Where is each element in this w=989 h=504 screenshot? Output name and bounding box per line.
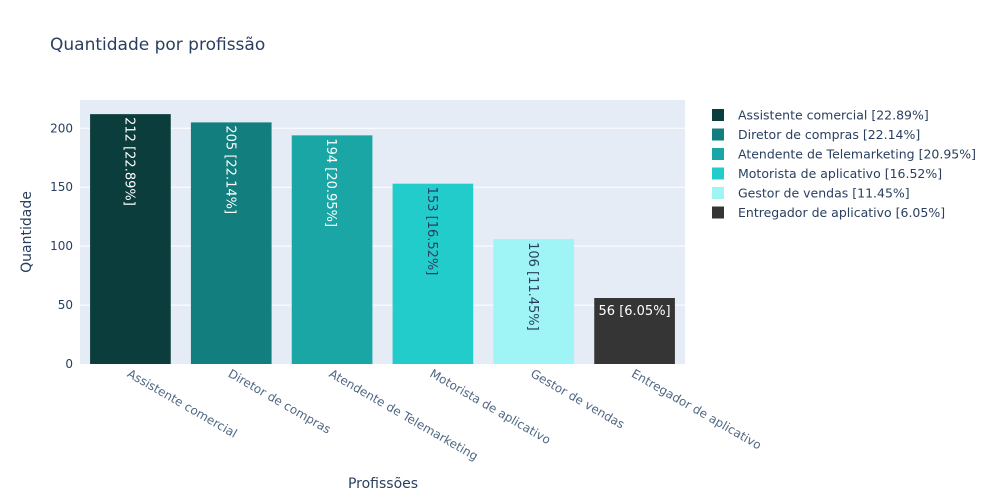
x-tick-label: Gestor de vendas xyxy=(528,366,627,431)
legend-label: Atendente de Telemarketing [20.95%] xyxy=(738,147,976,162)
legend-label: Entregador de aplicativo [6.05%] xyxy=(738,205,945,220)
legend-item-1[interactable]: Assistente comercial [22.89%] xyxy=(712,108,929,123)
bar-label-2: 205 [22.14%] xyxy=(222,125,237,214)
y-tick-label: 200 xyxy=(50,121,73,135)
legend-item-4[interactable]: Motorista de aplicativo [16.52%] xyxy=(712,166,942,181)
y-tick-label: 150 xyxy=(50,180,73,194)
legend-label: Assistente comercial [22.89%] xyxy=(738,108,929,123)
legend-swatch xyxy=(712,128,724,141)
chart-title: Quantidade por profissão xyxy=(50,35,265,55)
x-tick-label: Assistente comercial xyxy=(125,366,240,440)
legend-swatch xyxy=(712,167,724,180)
legend-label: Diretor de compras [22.14%] xyxy=(738,127,920,142)
x-tick-label: Entregador de aplicativo xyxy=(629,366,764,452)
bar-label-3: 194 [20.95%] xyxy=(323,138,338,227)
legend-label: Gestor de vendas [11.45%] xyxy=(738,186,910,201)
legend-item-5[interactable]: Gestor de vendas [11.45%] xyxy=(712,186,910,201)
legend-label: Motorista de aplicativo [16.52%] xyxy=(738,166,942,181)
bars xyxy=(90,114,675,365)
plot-area xyxy=(80,100,685,364)
y-tick-label: 100 xyxy=(50,239,73,253)
legend-item-2[interactable]: Diretor de compras [22.14%] xyxy=(712,127,920,142)
x-axis-title: Profissões xyxy=(348,476,418,492)
legend-swatch xyxy=(712,206,724,219)
legend[interactable]: Assistente comercial [22.89%] Diretor de … xyxy=(712,108,976,221)
bar-label-5: 106 [11.45%] xyxy=(525,242,540,331)
bar-label-6: 56 [6.05%] xyxy=(599,304,671,319)
y-axis-ticks: 0 50 100 150 200 xyxy=(50,121,73,371)
grid-lines xyxy=(80,127,685,306)
legend-item-6[interactable]: Entregador de aplicativo [6.05%] xyxy=(712,205,945,220)
bar-4[interactable] xyxy=(392,183,474,364)
y-axis-title: Quantidade xyxy=(19,191,35,273)
x-tick-label: Diretor de compras xyxy=(226,366,333,436)
bar-2[interactable] xyxy=(190,122,272,365)
bar-6[interactable] xyxy=(594,298,675,364)
legend-item-3[interactable]: Atendente de Telemarketing [20.95%] xyxy=(712,147,976,162)
legend-swatch xyxy=(712,109,724,121)
legend-swatch xyxy=(712,148,724,160)
bar-label-1: 212 [22.89%] xyxy=(121,117,136,206)
y-tick-label: 50 xyxy=(58,298,73,312)
bar-5[interactable] xyxy=(493,239,575,364)
legend-swatch xyxy=(712,187,724,199)
bar-1[interactable] xyxy=(90,114,171,365)
bar-3[interactable] xyxy=(291,135,373,364)
bar-labels: 212 [22.89%] 205 [22.14%] 194 [20.95%] 153 … xyxy=(121,117,670,331)
y-tick-label: 0 xyxy=(65,357,73,371)
bar-label-4: 153 [16.52%] xyxy=(424,187,439,276)
